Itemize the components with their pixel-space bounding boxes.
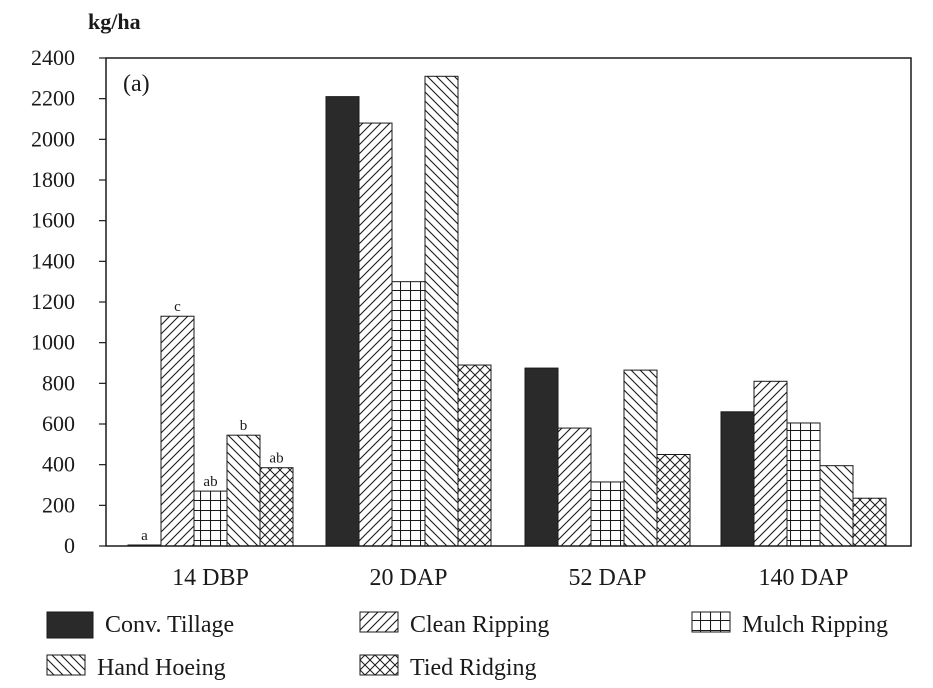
bar-mulch-ripping-1 xyxy=(391,281,426,547)
y-tick-label: 400 xyxy=(42,452,75,477)
y-tick-label: 200 xyxy=(42,492,75,517)
bar-conv-tillage-3 xyxy=(720,411,755,547)
bar-clean-ripping-3 xyxy=(753,380,788,547)
legend-label: Conv. Tillage xyxy=(105,612,234,638)
significance-label: ab xyxy=(269,451,283,467)
x-category-label: 52 DAP xyxy=(568,565,646,591)
legend-label: Tied Ridging xyxy=(410,655,536,681)
legend-label: Mulch Ripping xyxy=(742,612,888,638)
bar-hand-hoeing-2 xyxy=(623,369,658,547)
bar-hand-hoeing-3 xyxy=(819,465,854,547)
significance-label: b xyxy=(240,418,248,434)
y-axis-unit-label: kg/ha xyxy=(88,9,141,34)
legend-swatch xyxy=(359,654,399,676)
panel-label: (a) xyxy=(123,71,150,97)
bar-conv-tillage-1 xyxy=(325,96,360,547)
bar-mulch-ripping-2 xyxy=(590,481,625,547)
y-tick-label: 2200 xyxy=(31,86,75,111)
bar-tied-ridging-2 xyxy=(656,454,691,547)
y-axis: 0 200 400 600 800 1000 1200 1400 1600 1800 2000 220… xyxy=(31,45,106,558)
y-tick-label: 0 xyxy=(64,533,75,558)
x-axis-categories: 14 DBP 20 DAP 52 DAP 140 DAP xyxy=(172,565,848,591)
legend: Conv. Tillage Clean Ripping Mulch Ripping H… xyxy=(46,611,888,681)
bars-group xyxy=(127,75,887,547)
bar-mulch-ripping-0 xyxy=(193,490,228,547)
y-tick-label: 800 xyxy=(42,370,75,395)
legend-swatch xyxy=(359,611,399,633)
bar-mulch-ripping-3 xyxy=(786,422,821,547)
bar-hand-hoeing-0 xyxy=(226,434,261,547)
x-category-label: 140 DAP xyxy=(758,565,848,591)
legend-swatch xyxy=(46,654,86,676)
bar-clean-ripping-1 xyxy=(358,122,393,547)
bar-clean-ripping-2 xyxy=(557,427,592,547)
bar-tied-ridging-1 xyxy=(457,364,492,547)
significance-label: a xyxy=(141,528,148,544)
significance-labels: a c ab b ab xyxy=(141,299,283,544)
x-category-label: 20 DAP xyxy=(369,565,447,591)
legend-label: Hand Hoeing xyxy=(97,655,226,681)
significance-label: c xyxy=(174,299,181,315)
plot-area-frame xyxy=(105,57,912,547)
y-tick-label: 1200 xyxy=(31,289,75,314)
y-tick-label: 2000 xyxy=(31,126,75,151)
significance-label: ab xyxy=(203,474,217,490)
x-category-label: 14 DBP xyxy=(172,565,249,591)
y-tick-label: 1400 xyxy=(31,248,75,273)
bar-clean-ripping-0 xyxy=(160,315,195,547)
bar-tied-ridging-0 xyxy=(259,467,294,547)
y-tick-label: 600 xyxy=(42,411,75,436)
y-tick-label: 1800 xyxy=(31,167,75,192)
y-tick-label: 1000 xyxy=(31,330,75,355)
legend-label: Clean Ripping xyxy=(410,612,549,638)
bar-tied-ridging-3 xyxy=(852,497,887,547)
y-tick-label: 2400 xyxy=(31,45,75,70)
bar-conv-tillage-2 xyxy=(524,367,559,547)
y-tick-label: 1600 xyxy=(31,208,75,233)
legend-swatch xyxy=(691,611,731,633)
bar-hand-hoeing-1 xyxy=(424,75,459,547)
legend-swatch xyxy=(46,611,94,639)
